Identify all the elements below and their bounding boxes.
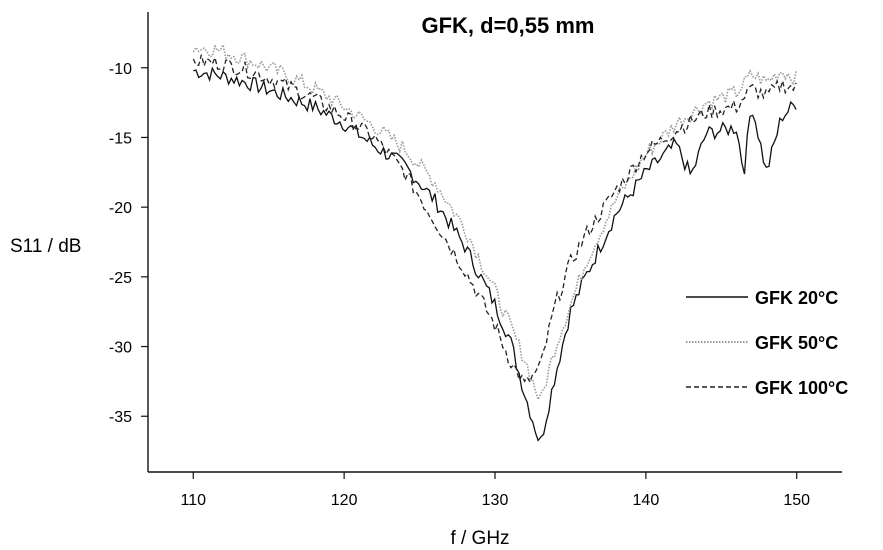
- legend-label-2: GFK 50°C: [755, 333, 838, 353]
- y-tick-label: -35: [109, 409, 132, 426]
- y-tick-label: -20: [109, 200, 132, 217]
- x-tick-label: 150: [783, 492, 810, 509]
- series-line-1: [193, 66, 797, 442]
- y-tick-label: -30: [109, 340, 132, 357]
- chart-title: GFK, d=0,55 mm: [421, 13, 594, 38]
- x-tick-label: 110: [181, 492, 207, 509]
- legend: GFK 20°C GFK 50°C GFK 100°C: [686, 288, 848, 398]
- y-tick-label: -10: [109, 61, 132, 78]
- x-tick-label: 120: [331, 492, 358, 509]
- series-group: [192, 42, 797, 442]
- y-axis-label: S11 / dB: [10, 236, 81, 257]
- x-axis-label: f / GHz: [450, 528, 509, 549]
- x-tick-label: 130: [482, 492, 509, 509]
- y-tick-label: -15: [109, 130, 132, 147]
- series-line-2: [192, 42, 797, 402]
- legend-label-1: GFK 20°C: [755, 288, 838, 308]
- legend-label-3: GFK 100°C: [755, 378, 848, 398]
- axes: 110 120 130 140 150 -10 -15 -20 -25 -30 -35: [109, 12, 842, 509]
- series-line-3: [192, 54, 797, 384]
- y-tick-label: -25: [109, 270, 132, 287]
- x-tick-label: 140: [633, 492, 660, 509]
